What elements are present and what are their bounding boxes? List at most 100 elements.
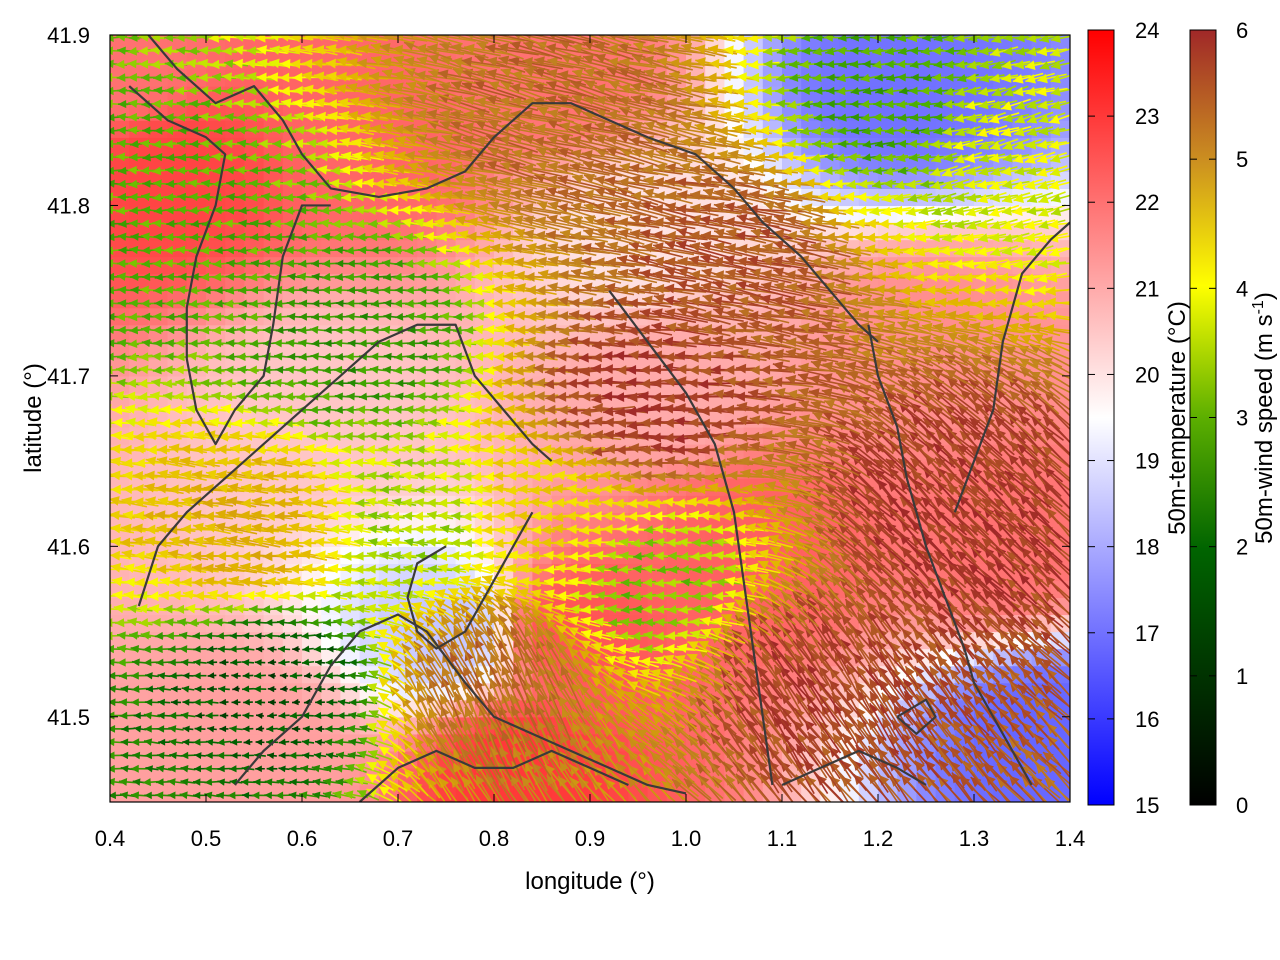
heat-cell (244, 256, 265, 275)
heat-cell (129, 716, 149, 735)
heat-cell (321, 256, 341, 275)
heat-cell (282, 478, 303, 496)
heat-cell (282, 631, 303, 650)
heat-cell (686, 563, 706, 582)
heat-cell (282, 750, 303, 769)
heat-cell (302, 699, 322, 718)
heat-cell (417, 239, 437, 258)
heat-cell (129, 665, 149, 684)
heat-cell (321, 699, 341, 718)
heat-cell (148, 631, 169, 650)
heat-cell (263, 614, 284, 633)
heat-cell (206, 665, 226, 684)
heat-cell (167, 580, 188, 599)
heat-cell (225, 256, 245, 275)
heat-cell (340, 716, 361, 735)
heat-cell (244, 154, 265, 172)
heat-cell (378, 341, 399, 360)
heat-cell (801, 86, 821, 104)
heat-cell (244, 222, 265, 241)
heat-cell (321, 358, 341, 377)
heat-cell (225, 699, 245, 718)
heat-cell (225, 171, 245, 189)
heat-cell (148, 341, 169, 360)
heat-cell (167, 750, 188, 769)
heat-cell (878, 239, 898, 258)
heat-cell (282, 120, 303, 138)
heat-cell (762, 86, 783, 104)
heat-cell (110, 495, 130, 513)
heat-cell (321, 784, 341, 802)
heat-cell (282, 648, 303, 667)
heat-cell (244, 614, 265, 633)
heat-cell (186, 750, 207, 769)
heat-cell (321, 290, 341, 309)
heat-cell (225, 682, 245, 701)
heat-cell (244, 733, 265, 752)
heat-cell (417, 358, 437, 377)
heat-cell (378, 563, 399, 582)
heat-cell (302, 682, 322, 701)
heat-cell (129, 120, 149, 138)
heat-cell (186, 716, 207, 735)
heat-cell (225, 120, 245, 138)
heat-cell (167, 699, 188, 718)
heat-cell (820, 86, 841, 104)
heat-cell (436, 239, 457, 258)
heat-cell (340, 273, 361, 292)
heat-cell (282, 273, 303, 292)
heat-cell (167, 682, 188, 701)
heat-cell (263, 784, 284, 802)
heat-cell (225, 205, 245, 224)
heat-cell (263, 699, 284, 718)
plot-area (109, 34, 1071, 803)
heat-cell (436, 324, 457, 343)
heat-cell (321, 341, 341, 360)
heat-cell (340, 256, 361, 275)
heat-cell (820, 52, 841, 70)
heat-cell (225, 137, 245, 155)
heat-cell (321, 750, 341, 769)
heat-cell (225, 239, 245, 258)
heat-cell (206, 358, 226, 377)
heat-cell (148, 154, 169, 172)
heat-cell (302, 784, 322, 802)
heat-cell (282, 682, 303, 701)
heat-cell (244, 716, 265, 735)
heat-cell (417, 341, 437, 360)
heat-cell (225, 341, 245, 360)
heat-cell (148, 273, 169, 292)
heat-cell (263, 648, 284, 667)
heat-cell (206, 682, 226, 701)
heat-cell (129, 239, 149, 258)
heat-cell (186, 784, 207, 802)
heat-cell (417, 290, 437, 309)
heat-cell (436, 273, 457, 292)
heat-cell (148, 324, 169, 343)
heat-cell (628, 597, 649, 616)
heat-cell (186, 682, 207, 701)
heat-cell (282, 171, 303, 189)
heat-cell (148, 784, 169, 802)
heat-cell (167, 716, 188, 735)
heat-cell (686, 597, 706, 616)
heat-cell (167, 665, 188, 684)
heat-cell (590, 563, 610, 582)
heat-cell (148, 290, 169, 309)
heat-cell (110, 716, 130, 735)
heat-cell (321, 239, 341, 258)
heat-cell (282, 767, 303, 786)
heat-cell (359, 665, 380, 684)
heat-cell (244, 341, 265, 360)
heat-cell (186, 767, 207, 786)
heat-cell (436, 341, 457, 360)
heat-cell (1050, 427, 1070, 445)
heat-cell (302, 665, 322, 684)
heat-cell (129, 699, 149, 718)
heat-cell (129, 784, 149, 802)
heat-cell (762, 52, 783, 70)
heat-cell (282, 341, 303, 360)
heat-cell (206, 716, 226, 735)
heat-cell (321, 716, 341, 735)
